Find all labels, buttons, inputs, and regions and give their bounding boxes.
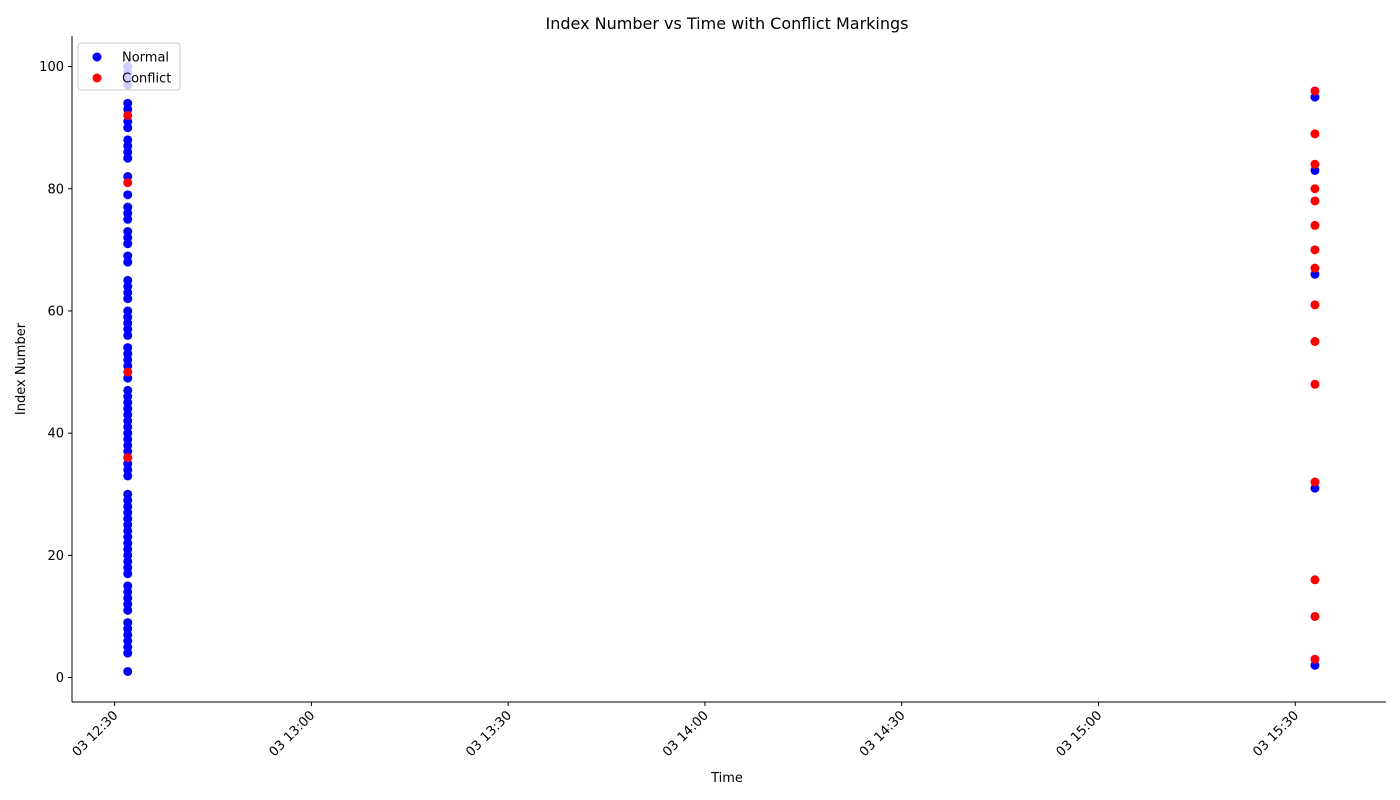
y-tick-label: 60 <box>47 304 64 319</box>
data-point-conflict <box>1310 245 1320 255</box>
data-point-normal <box>123 666 133 676</box>
data-point-normal <box>123 202 133 212</box>
data-point-conflict <box>1310 379 1320 389</box>
data-point-normal <box>123 618 133 628</box>
x-axis-label: Time <box>710 771 743 786</box>
legend-label-normal: Normal <box>122 51 169 66</box>
y-ticks: 0 20 40 60 80 100 <box>39 60 72 686</box>
data-point-conflict <box>1310 159 1320 169</box>
data-point-conflict <box>1310 300 1320 310</box>
data-point-conflict <box>1310 263 1320 273</box>
data-point-normal <box>123 489 133 499</box>
data-point-conflict <box>123 110 133 120</box>
data-point-normal <box>123 275 133 285</box>
legend: Normal Conflict <box>77 42 181 91</box>
legend-marker-conflict <box>92 73 102 83</box>
data-point-conflict <box>1310 575 1320 585</box>
data-point-conflict <box>123 453 133 463</box>
data-point-conflict <box>123 178 133 188</box>
data-point-conflict <box>1310 337 1320 347</box>
data-point-normal <box>123 251 133 261</box>
data-point-conflict <box>1310 86 1320 96</box>
data-point-normal <box>123 343 133 353</box>
y-tick-label: 0 <box>56 671 64 686</box>
data-point-conflict <box>1310 611 1320 621</box>
data-point-normal <box>123 581 133 591</box>
series-conflict <box>123 86 1320 664</box>
data-point-normal <box>123 306 133 316</box>
data-point-normal <box>123 385 133 395</box>
data-point-conflict <box>1310 129 1320 139</box>
legend-marker-normal <box>92 52 102 62</box>
data-point-conflict <box>123 367 133 377</box>
y-tick-label: 80 <box>47 182 64 197</box>
data-point-conflict <box>1310 196 1320 206</box>
chart-title: Index Number vs Time with Conflict Marki… <box>546 14 909 33</box>
data-point-conflict <box>1310 184 1320 194</box>
data-point-conflict <box>1310 220 1320 230</box>
data-point-normal <box>123 190 133 200</box>
data-point-normal <box>123 135 133 145</box>
data-point-conflict <box>1310 654 1320 664</box>
y-tick-label: 20 <box>47 549 64 564</box>
legend-label-conflict: Conflict <box>122 72 171 87</box>
y-tick-label: 40 <box>47 427 64 442</box>
data-point-normal <box>123 227 133 237</box>
y-axis-label: Index Number <box>14 322 29 415</box>
legend-box <box>77 42 181 91</box>
data-point-normal <box>123 98 133 108</box>
y-tick-label: 100 <box>39 60 64 75</box>
data-point-conflict <box>1310 477 1320 487</box>
